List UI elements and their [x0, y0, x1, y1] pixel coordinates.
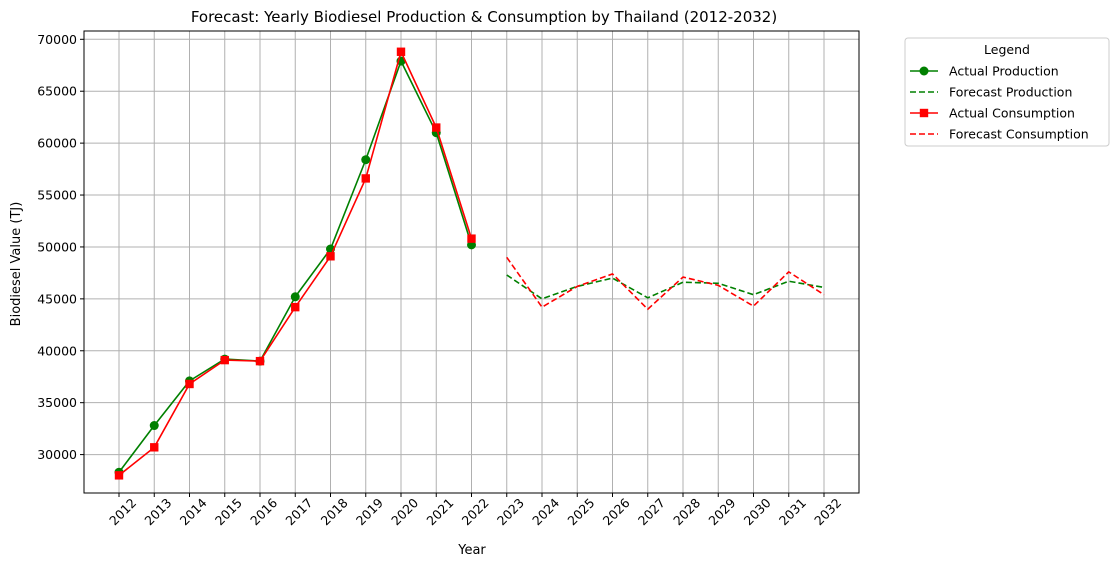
legend-label-1: Actual Production: [949, 64, 1059, 79]
legend-label-2: Forecast Production: [949, 85, 1072, 100]
data-point: [185, 379, 194, 389]
data-point: [150, 443, 159, 452]
y-tick-label: 30000: [37, 447, 77, 462]
x-tick-label: 2027: [635, 495, 668, 528]
y-tick-label: 45000: [37, 291, 77, 306]
x-tick-label: 2016: [247, 495, 280, 528]
x-tick-label: 2025: [564, 495, 597, 528]
y-tick-label: 65000: [37, 84, 77, 99]
series-line-2: [506, 274, 825, 300]
y-tick-label: 55000: [37, 188, 77, 203]
series-line-4: [506, 256, 825, 311]
legend-marker: [919, 66, 929, 76]
data-point: [149, 421, 159, 431]
data-point: [396, 47, 406, 56]
data-point: [467, 234, 476, 243]
x-tick-label: 2029: [705, 495, 738, 528]
x-axis: 2012 2013 2014 2015 2016 2017 2018 2019 2020 2021…: [106, 493, 844, 528]
x-tick-label: 2013: [141, 495, 174, 528]
x-tick-label: 2014: [177, 495, 210, 528]
x-tick-label: 2030: [741, 495, 774, 528]
data-point: [432, 123, 441, 132]
x-tick-label: 2024: [529, 495, 562, 528]
legend: Legend Actual Production Forecast Producti…: [904, 37, 1110, 147]
data-point: [255, 356, 265, 366]
x-tick-label: 2031: [776, 495, 809, 528]
legend-title: Legend: [984, 42, 1030, 57]
x-tick-label: 2032: [811, 495, 844, 528]
data-point: [114, 471, 124, 480]
legend-box: [904, 37, 1110, 147]
grid-lines: [84, 31, 859, 493]
y-axis: 30000 35000 40000 45000 50000 55000 60000 65000…: [37, 32, 84, 462]
series-group: [114, 47, 825, 480]
x-axis-label: Year: [457, 543, 486, 558]
x-tick-label: 2017: [282, 495, 315, 528]
data-point: [290, 292, 300, 302]
x-tick-label: 2019: [353, 495, 386, 528]
x-tick-label: 2021: [423, 495, 456, 528]
x-tick-label: 2026: [600, 495, 633, 528]
chart-title: Forecast: Yearly Biodiesel Production & …: [191, 8, 777, 26]
x-tick-label: 2023: [494, 495, 527, 528]
x-tick-label: 2018: [318, 495, 351, 528]
legend-label-3: Actual Consumption: [949, 106, 1075, 121]
x-tick-label: 2022: [459, 495, 492, 528]
data-point: [220, 355, 229, 365]
y-axis-label: Biodiesel Value (TJ): [9, 202, 24, 327]
data-point: [291, 302, 300, 312]
y-tick-label: 60000: [37, 136, 77, 151]
y-tick-label: 70000: [37, 32, 77, 47]
x-tick-label: 2020: [388, 495, 421, 528]
legend-label-4: Forecast Consumption: [949, 127, 1089, 142]
legend-marker: [919, 108, 929, 118]
y-tick-label: 35000: [37, 395, 77, 410]
x-tick-label: 2015: [212, 495, 245, 528]
data-point: [326, 252, 335, 261]
data-point: [361, 174, 370, 183]
x-tick-label: 2028: [670, 495, 703, 528]
y-tick-label: 50000: [37, 239, 77, 254]
y-tick-label: 40000: [37, 343, 77, 358]
x-tick-label: 2012: [106, 495, 139, 528]
data-point: [361, 155, 371, 165]
